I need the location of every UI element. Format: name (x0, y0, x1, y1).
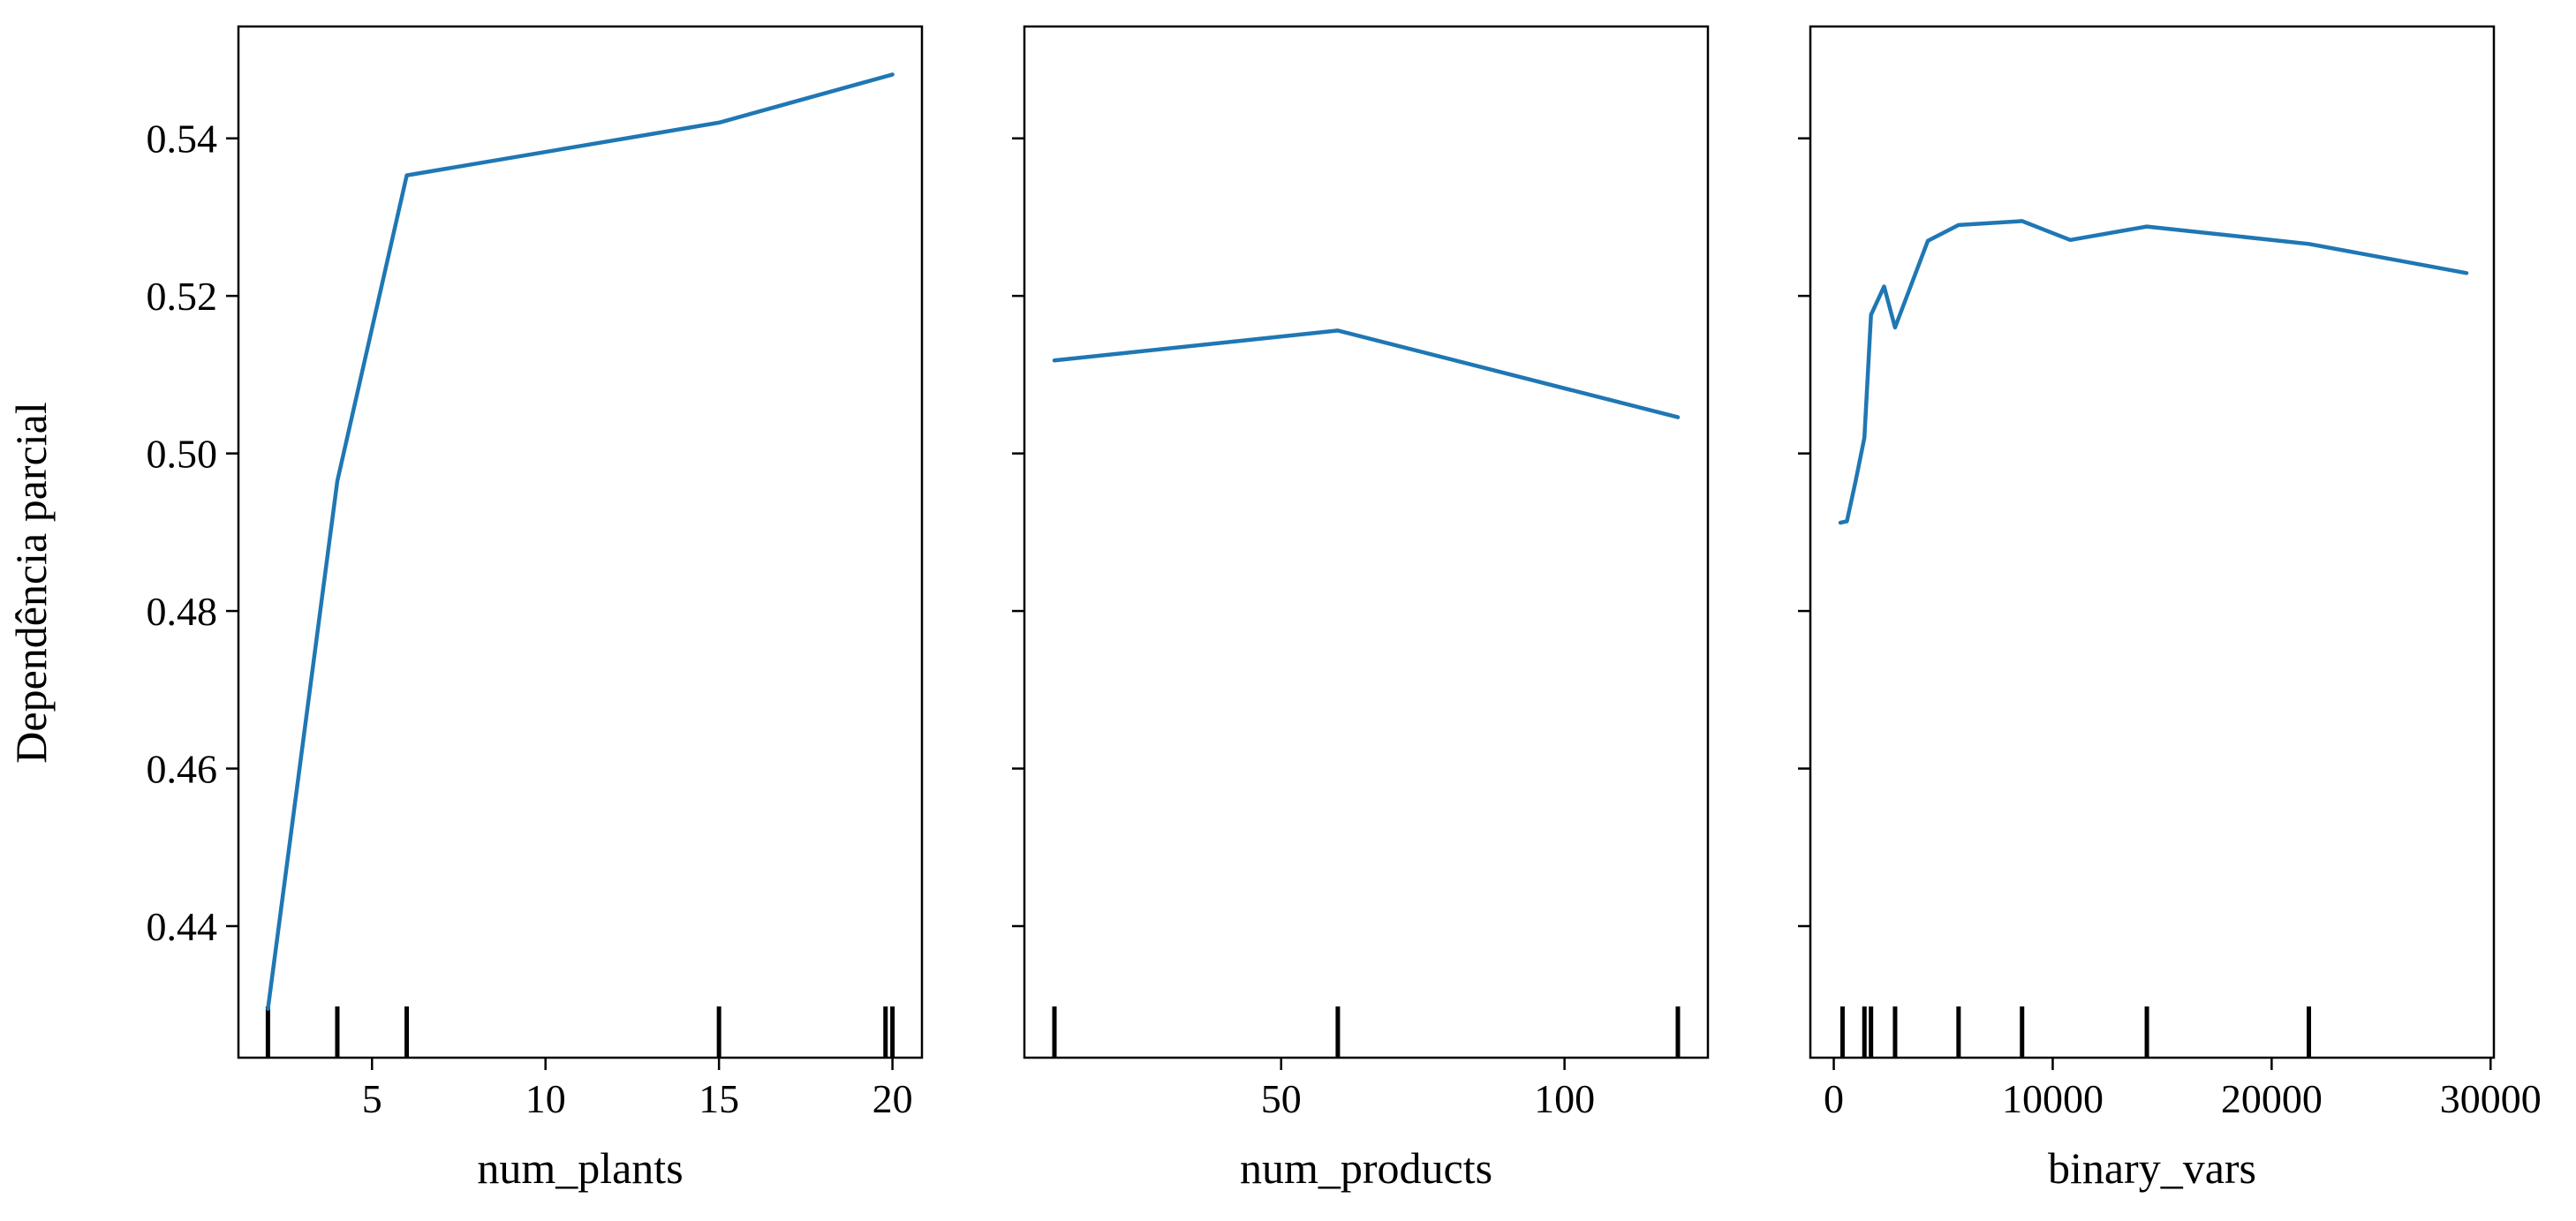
y-tick-label: 0.48 (147, 589, 218, 634)
x-ticks: 0 10000 20000 30000 (1824, 1058, 2542, 1121)
plot-frame (237, 25, 924, 1059)
x-tick-label: 15 (699, 1076, 739, 1121)
y-axis-label: Dependência parcial (6, 402, 56, 763)
plot-frame (1809, 25, 2496, 1059)
x-tick-label: 100 (1534, 1076, 1595, 1121)
y-tick-label: 0.54 (147, 117, 218, 162)
y-ticks: 0.44 0.46 0.48 0.50 0.52 0.54 (147, 117, 238, 949)
y-tick-label: 0.46 (147, 747, 218, 792)
rug-marks (1839, 1006, 2312, 1058)
rug-marks (1052, 1006, 1681, 1058)
x-tick-label: 50 (1261, 1076, 1302, 1121)
panel-num-products: 50 100 num_products (1012, 25, 1710, 1193)
x-ticks: 5 10 15 20 (362, 1058, 913, 1121)
x-axis-label: num_products (1240, 1143, 1492, 1193)
pd-curve-num-plants (266, 72, 895, 1011)
y-ticks (1012, 137, 1024, 928)
x-tick-label: 10 (525, 1076, 566, 1121)
x-tick-label: 10000 (2002, 1076, 2104, 1121)
x-axis-label: num_plants (477, 1143, 683, 1193)
pd-curve-binary-vars (1838, 219, 2469, 525)
x-tick-label: 20 (873, 1076, 913, 1121)
panel-binary-vars: 0 10000 20000 30000 binary_vars (1798, 25, 2542, 1193)
x-tick-label: 0 (1824, 1076, 1844, 1121)
x-tick-label: 20000 (2221, 1076, 2323, 1121)
x-tick-label: 30000 (2440, 1076, 2542, 1121)
rug-marks (265, 1006, 895, 1058)
pd-curve-num-products (1052, 328, 1681, 419)
x-tick-label: 5 (362, 1076, 382, 1121)
y-tick-label: 0.44 (147, 904, 218, 949)
panel-num-plants: 0.44 0.46 0.48 0.50 0.52 0.54 5 10 15 20 num_pla… (147, 25, 924, 1193)
y-tick-label: 0.52 (147, 274, 218, 319)
plot-frame (1023, 25, 1710, 1059)
x-axis-label: binary_vars (2048, 1143, 2256, 1193)
x-ticks: 50 100 (1261, 1058, 1595, 1121)
y-tick-label: 0.50 (147, 432, 218, 477)
y-ticks (1798, 137, 1810, 928)
